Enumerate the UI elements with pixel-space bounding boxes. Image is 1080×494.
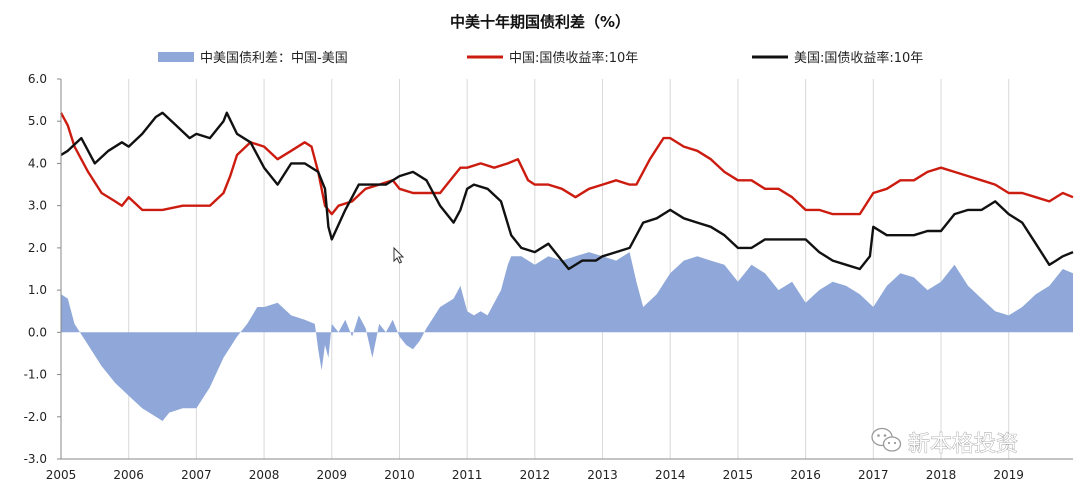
x-tick-label: 2013 — [587, 468, 618, 482]
x-tick-label: 2009 — [316, 468, 347, 482]
series-us-10y-line — [60, 111, 1074, 271]
x-tick-label: 2014 — [655, 468, 686, 482]
wechat-icon — [871, 427, 902, 452]
x-tick-label: 2012 — [520, 468, 551, 482]
vertical-gridlines — [60, 79, 1010, 459]
legend: 中美国债利差：中国-美国 中国:国债收益率:10年 美国:国债收益率:10年 — [158, 50, 923, 66]
y-tick-label: 0.0 — [28, 325, 47, 339]
y-tick-label: 5.0 — [28, 114, 47, 128]
watermark-text: 新本格投资 — [908, 432, 1018, 457]
y-tick-label: 2.0 — [28, 241, 47, 255]
y-tick-label: 6.0 — [28, 72, 47, 86]
y-tick-labels: 6.0 5.0 4.0 3.0 2.0 1.0 0.0 -1.0 -2.0 -3.0 — [24, 72, 47, 466]
y-tick-label: 3.0 — [28, 199, 47, 213]
y-tick-label: 4.0 — [28, 156, 47, 170]
legend-label: 美国:国债收益率:10年 — [794, 50, 923, 66]
yield-lines-layer — [59, 111, 1074, 271]
series-china-10y-line — [59, 112, 1074, 216]
chart-title: 中美十年期国债利差（%） — [450, 13, 630, 31]
watermark: 新本格投资 — [871, 427, 1018, 457]
x-tick-label: 2018 — [926, 468, 957, 482]
y-tick-label: -3.0 — [24, 452, 47, 466]
y-tick-label: 1.0 — [28, 283, 47, 297]
x-tick-label: 2007 — [181, 468, 212, 482]
series-spread-area — [61, 252, 1073, 421]
x-tick-label: 2011 — [452, 468, 483, 482]
x-tick-labels: 2005 2006 2007 2008 2009 2010 2011 2012 2013 2014… — [46, 468, 1024, 482]
legend-swatch — [158, 52, 194, 62]
mouse-pointer-icon — [393, 246, 405, 264]
legend-item: 中美国债利差：中国-美国 — [158, 51, 348, 66]
y-tick-label: -2.0 — [24, 410, 47, 424]
x-tick-label: 2008 — [249, 468, 280, 482]
x-tick-label: 2016 — [790, 468, 821, 482]
x-tick-label: 2019 — [993, 468, 1024, 482]
legend-item: 美国:国债收益率:10年 — [752, 50, 923, 66]
x-tick-label: 2015 — [723, 468, 754, 482]
axes — [57, 78, 1073, 460]
x-tick-label: 2006 — [113, 468, 144, 482]
x-tick-label: 2017 — [858, 468, 889, 482]
legend-item: 中国:国债收益率:10年 — [467, 50, 638, 66]
spread-area-layer — [61, 252, 1073, 421]
x-tick-label: 2005 — [46, 468, 77, 482]
y-tick-label: -1.0 — [24, 368, 47, 382]
legend-label: 中美国债利差：中国-美国 — [200, 51, 348, 66]
legend-label: 中国:国债收益率:10年 — [509, 50, 638, 66]
x-tick-label: 2010 — [384, 468, 415, 482]
